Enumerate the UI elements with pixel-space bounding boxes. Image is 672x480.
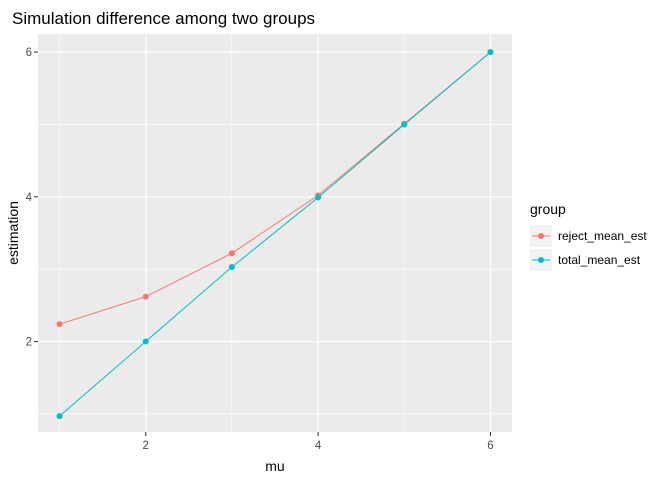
- legend-title: group: [530, 201, 566, 217]
- point-reject_mean_est-1: [142, 293, 149, 300]
- point-total_mean_est-5: [487, 49, 494, 56]
- series-line-total_mean_est: [59, 51, 491, 417]
- x-tick-label-0: 2: [143, 440, 149, 452]
- x-tick-label-1: 4: [315, 440, 322, 452]
- point-total_mean_est-1: [142, 338, 149, 345]
- x-tick-label-2: 6: [487, 440, 493, 452]
- legend-items: reject_mean_est total_mean_est: [530, 225, 647, 271]
- point-reject_mean_est-0: [56, 321, 63, 328]
- y-tick-label-0: 2: [26, 337, 32, 349]
- y-axis-title: estimation: [5, 201, 21, 265]
- y-tick-label-1: 4: [26, 192, 33, 204]
- point-total_mean_est-0: [56, 413, 63, 420]
- point-total_mean_est-4: [401, 121, 408, 128]
- series-points: [56, 49, 494, 420]
- legend-label-0: reject_mean_est: [558, 229, 647, 243]
- point-total_mean_est-2: [228, 264, 235, 271]
- legend-key-point-1: [538, 257, 544, 263]
- series-lines: [59, 51, 491, 417]
- chart-title: Simulation difference among two groups: [12, 9, 315, 28]
- point-reject_mean_est-2: [228, 250, 235, 257]
- x-axis: 2 4 6: [143, 432, 494, 452]
- legend-label-1: total_mean_est: [558, 253, 641, 267]
- legend-key-point-0: [538, 233, 544, 239]
- legend: group reject_mean_est total_mean_est: [530, 201, 647, 271]
- grid-minor: [38, 34, 512, 432]
- y-axis: 2 4 6: [26, 47, 38, 349]
- x-axis-title: mu: [265, 458, 284, 474]
- y-tick-label-2: 6: [26, 47, 32, 59]
- point-total_mean_est-3: [315, 194, 322, 201]
- grid-major: [38, 34, 512, 432]
